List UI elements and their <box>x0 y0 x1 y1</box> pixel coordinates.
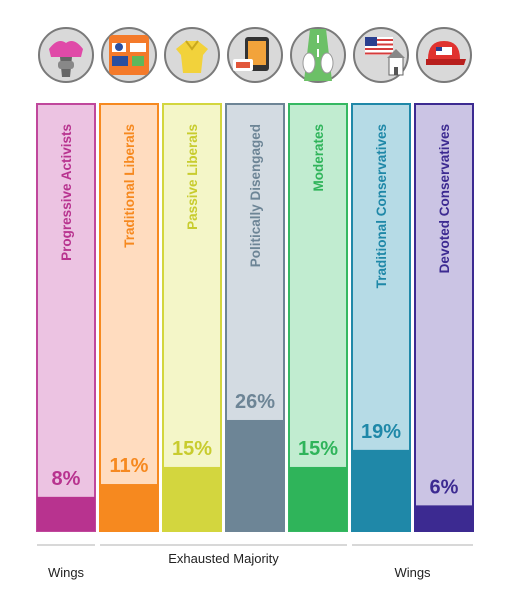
bar-7: 6% Devoted Conservatives <box>414 103 474 532</box>
road-sneakers-icon <box>290 27 346 83</box>
flag-church-icon <box>353 27 409 83</box>
bar-1: 8% Progressive Activists <box>36 103 96 532</box>
bar-fill <box>415 505 473 531</box>
bar-fill <box>163 466 221 531</box>
value-label: 19% <box>361 421 401 443</box>
red-cap-icon <box>416 27 472 83</box>
group-label: Exhausted Majority <box>168 551 279 566</box>
bar-6: 19% Traditional Conservatives <box>351 103 411 532</box>
group-1: Wings <box>37 544 95 580</box>
bar-background <box>288 103 348 532</box>
value-label: 15% <box>172 438 212 460</box>
yellow-shirt-icon <box>164 27 220 83</box>
bar-fill <box>100 484 158 531</box>
bar-background <box>414 103 474 532</box>
category-label: Devoted Conservatives <box>437 124 452 273</box>
bar-fill <box>226 419 284 531</box>
group-2: Exhausted Majority <box>100 544 347 566</box>
smartphone-games-icon <box>227 27 283 83</box>
value-label: 26% <box>235 391 275 413</box>
bars-group: 8% Progressive Activists 11% Traditional Li… <box>36 103 474 532</box>
bar-fill <box>37 496 95 531</box>
category-label: Progressive Activists <box>59 124 74 261</box>
group-brackets: Wings Exhausted Majority Wings <box>37 544 473 580</box>
category-label: Traditional Liberals <box>122 124 137 248</box>
category-label: Traditional Conservatives <box>374 124 389 288</box>
value-label: 6% <box>430 476 459 498</box>
pink-hat-fist-icon <box>38 27 94 83</box>
group-3: Wings <box>352 544 473 580</box>
group-label: Wings <box>394 565 431 580</box>
category-label: Moderates <box>311 124 326 192</box>
bar-2: 11% Traditional Liberals <box>99 103 159 532</box>
bar-4: 26% Politically Disengaged <box>225 103 285 532</box>
bar-fill <box>289 466 347 531</box>
bumper-stickers-icon <box>101 27 157 83</box>
bar-fill <box>352 449 410 531</box>
bar-background <box>36 103 96 532</box>
category-label: Politically Disengaged <box>248 124 263 267</box>
value-label: 8% <box>52 468 81 490</box>
icons-row <box>38 27 472 83</box>
value-label: 11% <box>110 455 149 477</box>
group-label: Wings <box>48 565 85 580</box>
bar-background <box>99 103 159 532</box>
bar-5: 15% Moderates <box>288 103 348 532</box>
category-label: Passive Liberals <box>185 124 200 230</box>
value-label: 15% <box>298 438 338 460</box>
bar-3: 15% Passive Liberals <box>162 103 222 532</box>
